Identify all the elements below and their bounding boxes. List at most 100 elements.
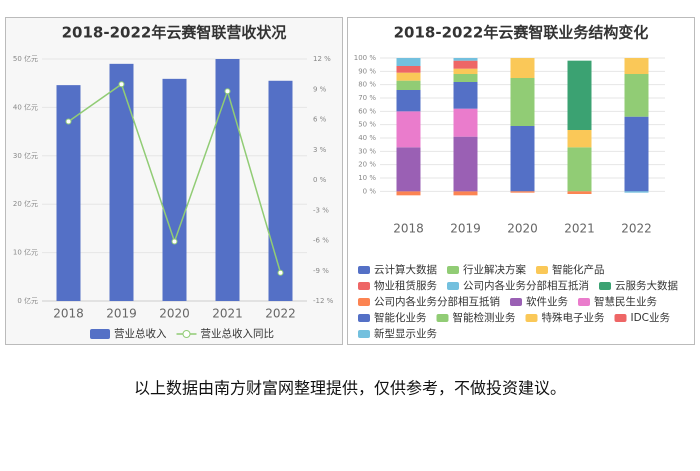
point	[171, 238, 178, 245]
y-tick-label: 40 %	[358, 134, 376, 142]
y-tick-label: 100 %	[354, 54, 377, 62]
x-tick-label: 2020	[159, 307, 190, 321]
legend-label: 特殊电子业务	[542, 311, 605, 324]
legend-label: 营业总收入	[114, 327, 167, 340]
y-tick-label: 20 亿元	[13, 199, 38, 208]
bar-segment	[567, 130, 592, 148]
bar-segment	[453, 58, 478, 61]
y-tick-label: 0 %	[313, 176, 327, 184]
bar-segment	[510, 126, 535, 192]
legend-swatch	[599, 282, 611, 290]
bar-segment	[396, 111, 421, 148]
bar-segment	[453, 74, 478, 82]
bar-segment	[624, 58, 649, 74]
bar-segment	[510, 58, 535, 78]
x-tick-label: 2019	[450, 222, 481, 236]
bar	[56, 85, 81, 301]
bar-segment	[396, 72, 421, 81]
bar-segment	[624, 116, 649, 192]
bar-segment	[453, 68, 478, 74]
legend-swatch	[447, 282, 459, 290]
legend-swatch	[436, 314, 449, 322]
legend-swatch	[358, 330, 370, 338]
x-tick-label: 2022	[265, 307, 296, 321]
bar	[268, 80, 293, 301]
x-tick-label: 2019	[106, 307, 137, 321]
y-tick-label: 70 %	[358, 94, 376, 102]
bar-segment	[396, 191, 421, 196]
legend-label: 营业总收入同比	[201, 327, 275, 340]
bar-segment	[453, 108, 478, 137]
bar-segment	[396, 58, 421, 66]
x-tick-label: 2018	[393, 222, 424, 236]
point	[65, 118, 72, 125]
y-tick-label: 90 %	[358, 67, 376, 75]
point	[277, 269, 284, 276]
y-tick-label: 9 %	[313, 85, 327, 93]
point	[118, 81, 125, 88]
y-tick-label: 12 %	[313, 55, 331, 63]
legend-label: IDC业务	[631, 311, 671, 324]
bar	[162, 78, 187, 302]
y-tick-label: 60 %	[358, 107, 376, 115]
bar-segment	[510, 191, 535, 193]
y-tick-label: 10 %	[358, 174, 376, 182]
legend-marker	[182, 330, 191, 338]
bar-segment	[453, 191, 478, 196]
legend-label: 行业解决方案	[463, 263, 526, 276]
legend-swatch	[358, 314, 370, 322]
chart-title: 2018-2022年云赛智联营收状况	[62, 24, 287, 42]
y-tick-label: 3 %	[313, 146, 327, 154]
bar-segment	[624, 74, 649, 117]
legend-swatch	[358, 282, 370, 290]
x-tick-label: 2021	[564, 222, 595, 236]
legend-swatch	[358, 266, 370, 274]
legend-swatch	[358, 298, 370, 306]
x-tick-label: 2022	[621, 222, 652, 236]
y-tick-label: 30 %	[358, 147, 376, 155]
legend-label: 公司内各业务分部相互抵消	[463, 279, 589, 292]
y-tick-label: -12 %	[313, 297, 334, 305]
caption: 以上数据由南方财富网整理提供，仅供参考，不做投资建议。	[134, 379, 566, 398]
x-tick-label: 2018	[53, 307, 84, 321]
legend-label: 公司内各业务分部相互抵销	[374, 295, 500, 308]
legend-swatch	[447, 266, 459, 274]
bar-segment	[567, 147, 592, 192]
y-tick-label: 80 %	[358, 81, 376, 89]
bar-segment	[396, 147, 421, 192]
y-tick-label: 10 亿元	[13, 248, 38, 257]
legend-swatch	[578, 298, 590, 306]
bar-segment	[567, 191, 592, 194]
legend-swatch	[510, 298, 522, 306]
legend-label: 智慧民生业务	[594, 295, 657, 308]
legend-label: 智能化产品	[552, 263, 605, 276]
bar	[109, 63, 134, 302]
legend-label: 软件业务	[526, 295, 568, 308]
y-tick-label: -3 %	[313, 206, 329, 214]
bar-segment	[396, 90, 421, 112]
legend-label: 云服务大数据	[615, 279, 678, 292]
legend-swatch	[536, 266, 548, 274]
bar-segment	[453, 60, 478, 69]
y-tick-label: 6 %	[313, 116, 327, 124]
legend-swatch	[525, 314, 538, 322]
y-tick-label: 0 %	[363, 187, 377, 195]
bar-segment	[396, 80, 421, 90]
chart-title: 2018-2022年云赛智联业务结构变化	[394, 24, 649, 42]
bar-segment	[510, 78, 535, 126]
legend-label: 物业租赁服务	[374, 279, 437, 292]
bar-segment	[453, 82, 478, 109]
x-tick-label: 2021	[212, 307, 243, 321]
legend-swatch	[90, 329, 110, 339]
y-tick-label: 0 亿元	[17, 296, 38, 305]
legend-swatch	[614, 314, 627, 322]
legend-label: 智能化业务	[374, 311, 427, 324]
legend-label: 新型显示业务	[374, 327, 437, 340]
bar-segment	[453, 136, 478, 192]
legend-label: 智能检测业务	[453, 311, 516, 324]
bar	[215, 59, 240, 301]
y-tick-label: 30 亿元	[13, 151, 38, 160]
y-tick-label: -6 %	[313, 237, 329, 245]
bar-segment	[624, 191, 649, 193]
